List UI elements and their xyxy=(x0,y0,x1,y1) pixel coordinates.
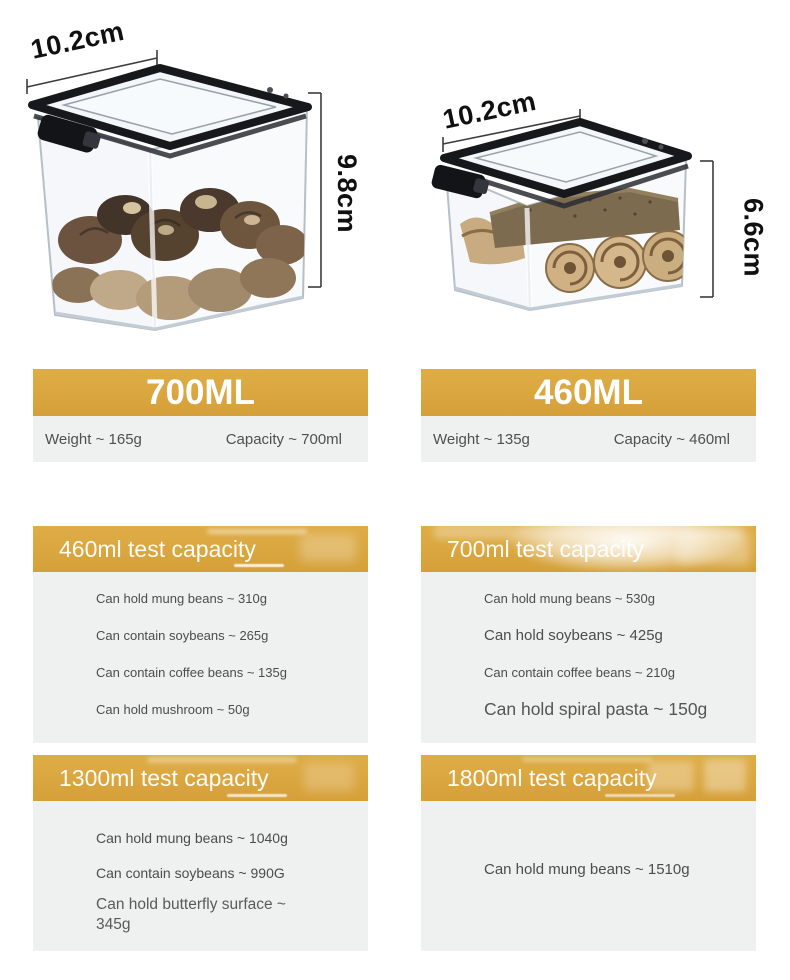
capacity-card-1800ml: 1800ml test capacity Can hold mung beans… xyxy=(421,755,756,951)
volume-label: 460ML xyxy=(421,369,756,416)
card-body: Can hold mung beans ~ 1040g Can contain … xyxy=(33,801,368,951)
capacity-label: Capacity ~ 700ml xyxy=(225,430,342,448)
capacity-item: Can hold mung beans ~ 1510g xyxy=(484,861,690,878)
spec-banner-460ml: 460ML Weight ~ 135g Capacity ~ 460ml xyxy=(421,369,756,462)
capacity-item: Can contain coffee beans ~ 210g xyxy=(484,665,675,680)
container-illustration-460ml xyxy=(431,118,692,311)
card-title: 460ml test capacity xyxy=(33,526,368,572)
height-label-700ml: 9.8cm xyxy=(332,153,362,234)
spec-row: Weight ~ 165g Capacity ~ 700ml xyxy=(33,416,368,462)
card-title: 1800ml test capacity xyxy=(421,755,756,801)
card-body: Can hold mung beans ~ 530g Can hold soyb… xyxy=(421,572,756,743)
capacity-card-1300ml: 1300ml test capacity Can hold mung beans… xyxy=(33,755,368,951)
capacity-item: Can hold butterfly surface ~ 345g xyxy=(96,896,286,934)
header-smudge xyxy=(678,531,750,565)
card-title: 1300ml test capacity xyxy=(33,755,368,801)
header-smudge xyxy=(227,794,288,797)
capacity-label: Capacity ~ 460ml xyxy=(613,430,730,448)
capacity-item: Can contain soybeans ~ 990G xyxy=(96,865,285,881)
height-label-460ml: 6.6cm xyxy=(738,197,769,278)
volume-label: 700ML xyxy=(33,369,368,416)
container-illustration-700ml xyxy=(28,64,312,331)
header-smudge xyxy=(605,794,676,797)
capacity-item: Can hold mung beans ~ 1040g xyxy=(96,830,288,846)
capacity-item: Can contain soybeans ~ 265g xyxy=(96,628,269,643)
card-title: 700ml test capacity xyxy=(421,526,756,572)
spec-banner-700ml: 700ML Weight ~ 165g Capacity ~ 700ml xyxy=(33,369,368,462)
dimension-lines xyxy=(26,50,714,298)
header-smudge xyxy=(207,529,308,534)
card-body: Can hold mung beans ~ 310g Can contain s… xyxy=(33,572,368,743)
spec-row: Weight ~ 135g Capacity ~ 460ml xyxy=(421,416,756,462)
card-body: Can hold mung beans ~ 1510g xyxy=(421,801,756,951)
capacity-item: Can contain coffee beans ~ 135g xyxy=(96,665,287,680)
capacity-item: Can hold soybeans ~ 425g xyxy=(484,627,663,644)
header-smudge xyxy=(234,564,284,567)
capacity-item: Can hold mung beans ~ 310g xyxy=(96,591,267,606)
capacity-item: Can hold mushroom ~ 50g xyxy=(96,702,250,717)
header-smudge xyxy=(521,757,652,762)
weight-label: Weight ~ 165g xyxy=(45,430,142,448)
weight-label: Weight ~ 135g xyxy=(433,430,530,448)
capacity-card-460ml: 460ml test capacity Can hold mung beans … xyxy=(33,526,368,743)
header-smudge xyxy=(704,759,746,792)
lid-clamp xyxy=(37,114,101,153)
capacity-item: Can hold mung beans ~ 530g xyxy=(484,591,655,606)
header-smudge xyxy=(146,757,297,763)
header-smudge xyxy=(304,763,354,791)
lid-clamp xyxy=(431,164,489,199)
header-smudge xyxy=(300,534,356,562)
capacity-card-700ml: 700ml test capacity Can hold mung beans … xyxy=(421,526,756,743)
capacity-item: Can hold spiral pasta ~ 150g xyxy=(484,699,708,719)
